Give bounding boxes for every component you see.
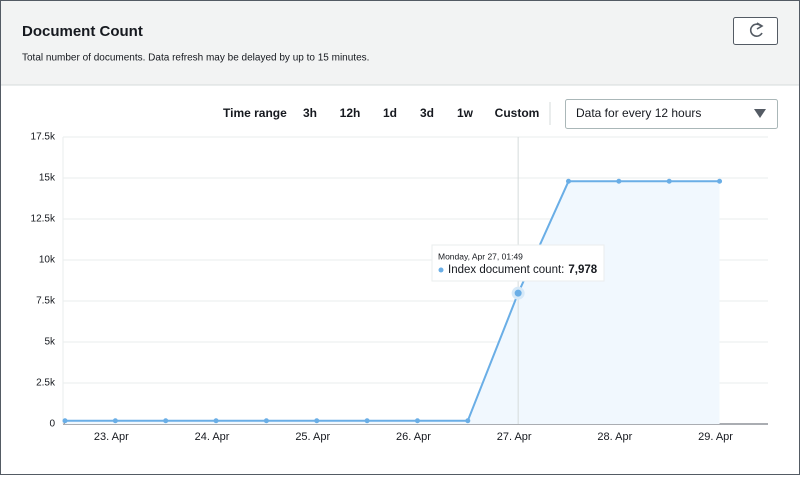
data-point — [616, 178, 622, 184]
time-range-button[interactable]: 1d — [383, 106, 397, 120]
y-tick-label: 15k — [39, 173, 56, 184]
x-tick-label: 29. Apr — [698, 431, 733, 443]
data-point — [112, 418, 118, 424]
y-tick-label: 10k — [39, 255, 56, 266]
time-range-button[interactable]: 12h — [340, 106, 361, 120]
x-tick-label: 23. Apr — [94, 431, 129, 443]
x-tick-label: 27. Apr — [497, 431, 532, 443]
time-range-label: Time range — [223, 106, 287, 120]
x-tick-label: 26. Apr — [396, 431, 431, 443]
y-tick-label: 7.5k — [36, 296, 56, 307]
refresh-icon-arrow — [756, 22, 764, 30]
y-tick-label: 5k — [44, 337, 56, 348]
tooltip-time: Monday, Apr 27, 01:49 — [438, 251, 523, 261]
data-point — [263, 418, 269, 424]
y-tick-label: 12.5k — [31, 214, 56, 225]
data-point — [314, 418, 320, 424]
data-point — [465, 418, 471, 424]
area — [65, 181, 720, 424]
data-point — [414, 418, 420, 424]
data-point — [163, 418, 169, 424]
data-point — [511, 286, 525, 300]
time-range-button[interactable]: Custom — [495, 106, 540, 120]
header-background — [1, 1, 799, 85]
x-tick-label: 24. Apr — [195, 431, 230, 443]
time-range-button[interactable]: 3d — [420, 106, 434, 120]
time-range-button[interactable]: 1w — [457, 106, 474, 120]
data-point — [566, 178, 571, 184]
data-point — [364, 418, 370, 424]
title: Document Count — [22, 23, 143, 40]
tooltip-value: 7,978 — [568, 264, 597, 276]
tooltip-series-name: Index document count: — [448, 264, 564, 276]
y-tick-label: 0 — [49, 419, 55, 430]
x-tick-label: 28. Apr — [597, 431, 632, 443]
data-point — [666, 178, 672, 184]
y-tick-label: 17.5k — [31, 132, 56, 143]
refresh-button-frame — [733, 17, 778, 45]
data-point — [62, 418, 68, 424]
tooltip-box — [431, 244, 605, 282]
select-value: Data for every 12 hours — [576, 106, 701, 120]
refresh-button[interactable] — [733, 17, 778, 45]
data-point — [213, 418, 219, 424]
tooltip-swatch — [438, 267, 444, 273]
select-frame — [565, 99, 778, 129]
tooltip-row: Index document count: 7,978 — [448, 264, 598, 276]
y-tick-label: 2.5k — [36, 378, 56, 389]
subtitle: Total number of documents. Data refresh … — [22, 53, 369, 64]
time-range-button[interactable]: 3h — [303, 106, 317, 120]
x-tick-label: 25. Apr — [295, 431, 330, 443]
select-caret — [754, 109, 766, 118]
interval-select[interactable]: Data for every 12 hours — [565, 99, 778, 129]
data-point — [717, 178, 723, 184]
series-line — [65, 180, 720, 422]
